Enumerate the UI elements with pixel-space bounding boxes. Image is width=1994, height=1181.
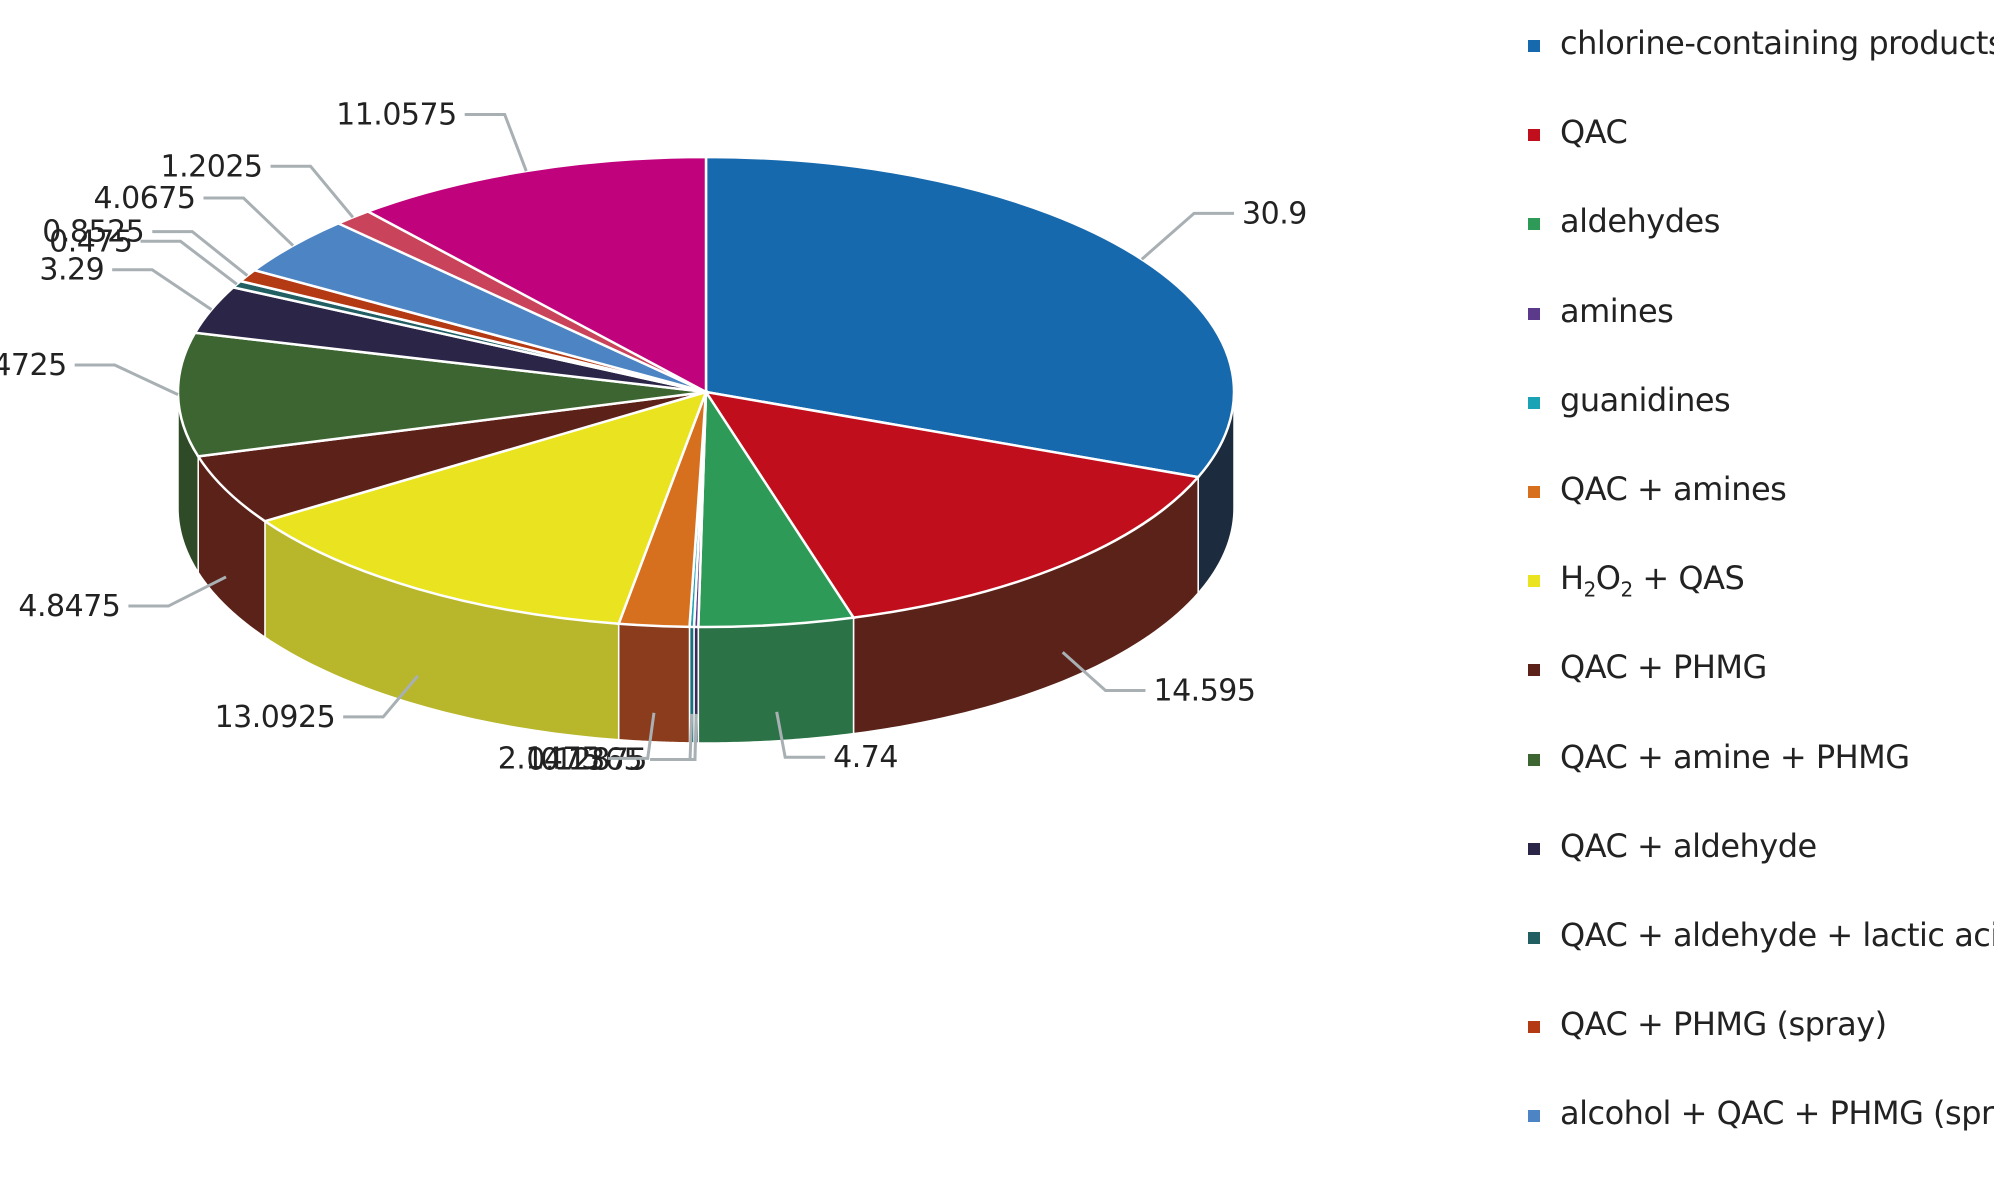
legend-label: alcohol + QAC + PHMG (spray) (1560, 1094, 1994, 1133)
legend-label: QAC + amines (1560, 469, 1787, 508)
data-label-9: 3.29 (39, 253, 104, 288)
legend-swatch (1528, 129, 1540, 142)
pie-slice-side-5 (617, 622, 691, 744)
legend-item-1: QAC (1528, 111, 1988, 200)
legend-swatch (1528, 40, 1540, 52)
legend-item-9: QAC + aldehyde (1528, 825, 1988, 914)
legend-item-8: QAC + amine + PHMG (1528, 736, 1988, 825)
pie-top-faces (176, 155, 1236, 629)
legend-item-11: QAC + PHMG (spray) (1528, 1003, 1988, 1092)
leader-line-6 (343, 674, 419, 719)
data-label-8: 8.4725 (0, 348, 67, 383)
legend-item-10: QAC + aldehyde + lactic acid (1528, 914, 1994, 1003)
legend-label: chlorine-containing products (1560, 24, 1994, 62)
data-label-0: 30.9 (1242, 196, 1307, 231)
data-label-3: 0.12875 (526, 743, 647, 778)
legend-label: H2O2 + QAS (1560, 559, 1745, 602)
leader-line-11 (152, 230, 249, 277)
data-label-11: 0.8525 (42, 215, 144, 250)
data-label-4: 0.1365 (540, 743, 642, 778)
legend-label: amines (1560, 291, 1674, 330)
data-label-14: 11.0575 (336, 98, 457, 133)
pie-slice-2 (697, 388, 856, 629)
legend-label: aldehydes (1560, 202, 1720, 241)
leader-line-2 (775, 711, 826, 759)
pie-slice-8 (176, 331, 707, 458)
legend-swatch (1528, 931, 1540, 944)
legend-item-3: amines (1528, 290, 1988, 379)
legend-label: guanidines (1560, 380, 1731, 419)
pie-slice-side-2 (697, 616, 855, 744)
legend-swatch (1528, 485, 1540, 498)
legend-swatch (1528, 307, 1540, 320)
legend-swatch (1528, 218, 1540, 231)
leader-line-13 (270, 164, 355, 219)
legend-item-2: aldehydes (1528, 200, 1988, 289)
legend-swatch (1528, 753, 1540, 766)
chart-legend: chlorine-containing products QAC aldehydes… (1528, 22, 1994, 1181)
legend-swatch (1528, 575, 1540, 588)
legend-swatch (1528, 1021, 1540, 1034)
data-label-5: 2.1475 (498, 741, 600, 776)
data-label-10: 0.475 (49, 224, 132, 259)
legend-item-0: chlorine-containing products (1528, 22, 1994, 111)
legend-label: QAC (1560, 113, 1628, 152)
pie-slice-6 (262, 390, 709, 626)
legend-label: QAC + PHMG (1560, 648, 1767, 687)
data-label-2: 4.74 (833, 740, 898, 775)
legend-swatch (1528, 664, 1540, 677)
data-label-1: 14.595 (1153, 673, 1255, 708)
legend-swatch (1528, 396, 1540, 409)
legend-label: QAC + PHMG (spray) (1560, 1005, 1887, 1044)
legend-label: QAC + aldehyde + lactic acid (1560, 915, 1994, 954)
legend-swatch (1528, 1110, 1540, 1123)
leader-line-14 (464, 113, 528, 172)
leader-line-12 (203, 196, 295, 247)
pie-slice-7 (196, 390, 707, 523)
legend-label: QAC + aldehyde (1560, 826, 1817, 865)
pie-slice-0 (704, 155, 1236, 479)
legend-item-6: H2O2 + QAS (1528, 557, 1988, 646)
legend-item-4: guanidines (1528, 379, 1988, 468)
data-label-13: 1.2025 (161, 149, 263, 184)
legend-item-7: QAC + PHMG (1528, 646, 1988, 735)
leader-line-9 (112, 268, 213, 311)
leader-line-1 (1061, 651, 1146, 692)
leader-line-8 (74, 363, 179, 397)
legend-item-5: QAC + amines (1528, 468, 1988, 557)
data-label-7: 4.8475 (18, 589, 120, 624)
leader-line-0 (1140, 211, 1235, 261)
legend-swatch (1528, 842, 1540, 855)
leader-line-4 (650, 713, 694, 762)
data-label-6: 13.0925 (215, 700, 336, 735)
leader-line-5 (607, 712, 656, 760)
data-label-12: 4.0675 (94, 181, 196, 216)
leader-line-7 (128, 575, 227, 608)
legend-label: QAC + amine + PHMG (1560, 737, 1910, 776)
leader-line-10 (140, 239, 238, 286)
legend-item-12: alcohol + QAC + PHMG (spray) (1528, 1092, 1994, 1181)
pie-slice-1 (703, 390, 1201, 619)
pie-side-walls (177, 391, 1235, 744)
